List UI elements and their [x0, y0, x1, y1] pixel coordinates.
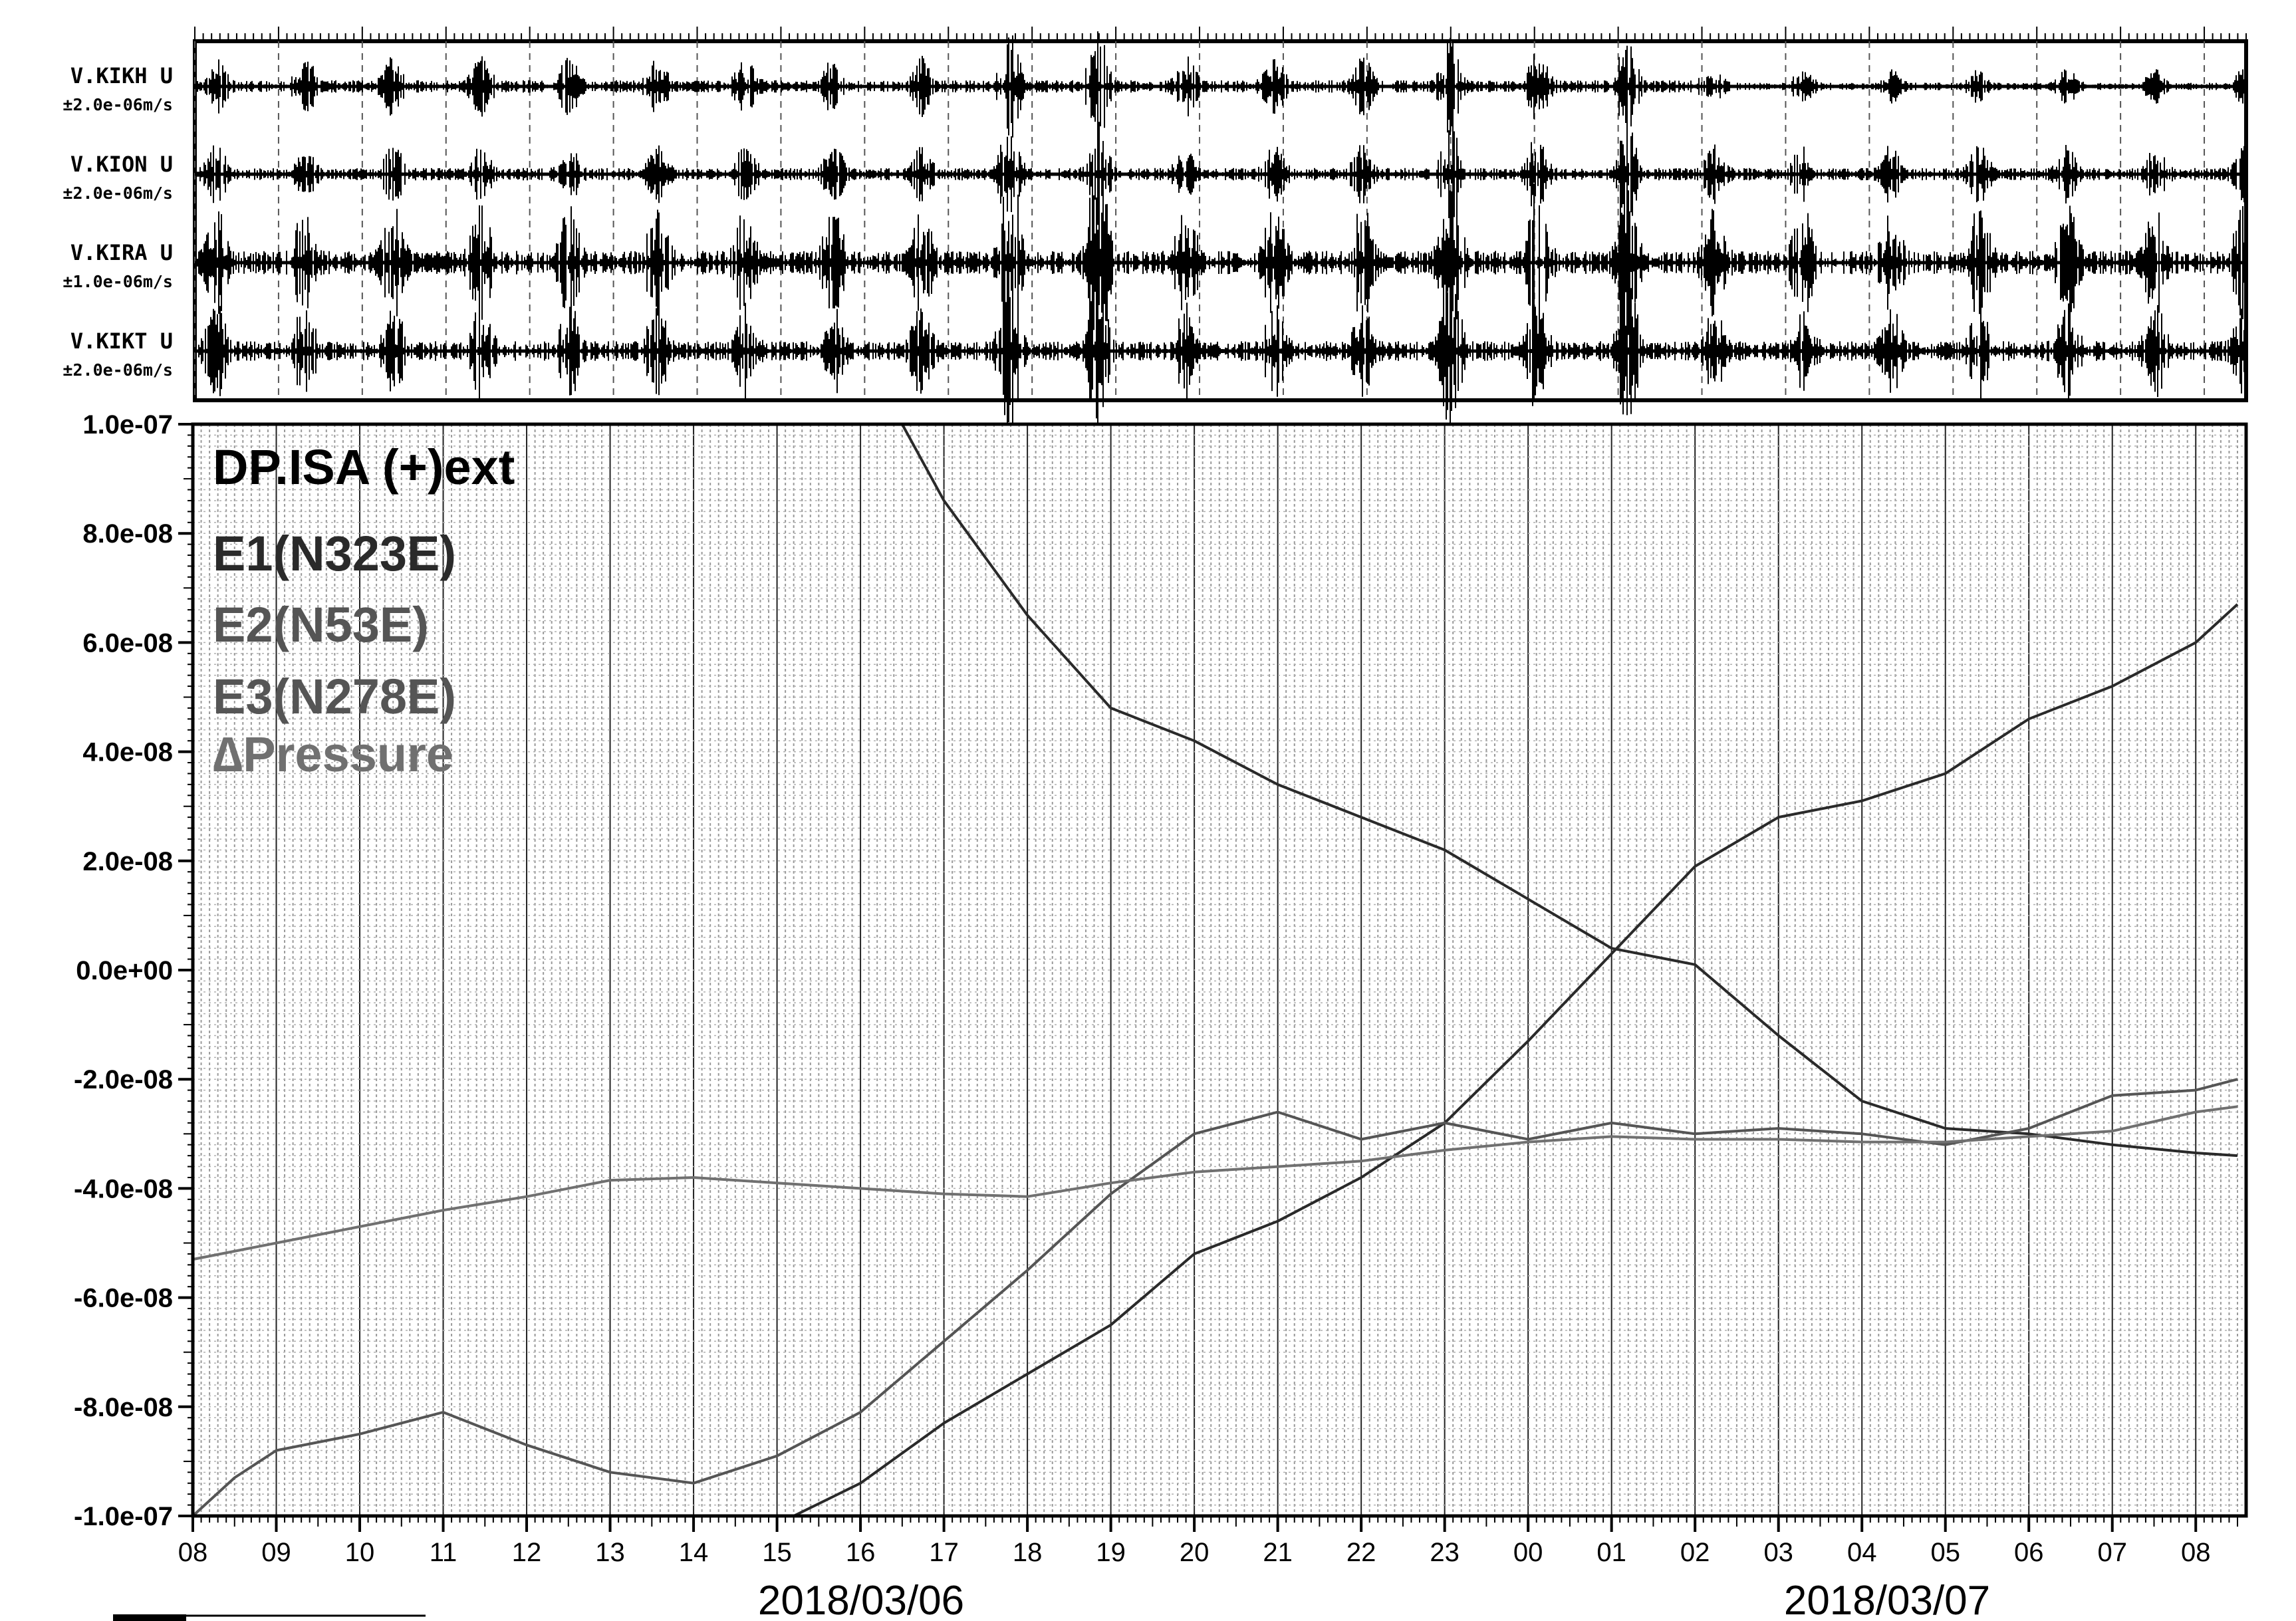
station-name-2: V.KION U — [70, 152, 173, 177]
station-scale-4: ±2.0e-06m/s — [63, 360, 173, 380]
x-tick-label: 16 — [846, 1538, 876, 1567]
x-tick-label: 15 — [762, 1538, 792, 1567]
y-tick-label: 0.0e+00 — [76, 956, 173, 985]
y-tick-label: 8.0e-08 — [82, 519, 173, 549]
x-tick-label: 01 — [1596, 1538, 1626, 1567]
seismic-traces — [195, 31, 2246, 436]
y-tick-label: -4.0e-08 — [74, 1174, 173, 1203]
legend-e2: E2(N53E) — [213, 597, 429, 652]
x-tick-label: 06 — [2014, 1538, 2044, 1567]
series-line-2 — [793, 603, 2239, 1516]
strain-series — [193, 424, 2239, 1516]
x-tick-label: 23 — [1430, 1538, 1460, 1567]
x-tick-label: 05 — [1930, 1538, 1960, 1567]
scale-bar-mark — [113, 1614, 186, 1621]
x-tick-label: 04 — [1847, 1538, 1877, 1567]
x-tick-label: 18 — [1013, 1538, 1043, 1567]
seismic-panel: V.KIKH U ±2.0e-06m/s V.KION U ±2.0e-06m/… — [63, 27, 2248, 436]
legend-e1: E1(N323E) — [213, 526, 456, 581]
x-tick-label: 14 — [679, 1538, 709, 1567]
station-name-3: V.KIRA U — [70, 240, 173, 265]
x-tick-label: 07 — [2097, 1538, 2127, 1567]
x-tick-label: 03 — [1763, 1538, 1793, 1567]
x-tick-label: 21 — [1263, 1538, 1293, 1567]
y-tick-label: 4.0e-08 — [82, 738, 173, 767]
legend-e3: E3(N278E) — [213, 669, 456, 724]
x-tick-label: 08 — [178, 1538, 208, 1567]
y-tick-label: 2.0e-08 — [82, 847, 173, 876]
y-axis-ticks: 1.0e-07 8.0e-08 6.0e-08 4.0e-08 2.0e-08 0.0e+… — [74, 410, 193, 1531]
x-tick-label: 22 — [1346, 1538, 1376, 1567]
x-tick-label: 09 — [261, 1538, 291, 1567]
strain-panel: 1.0e-07 8.0e-08 6.0e-08 4.0e-08 2.0e-08 0.0e+… — [74, 410, 2248, 1621]
x-tick-label: 10 — [345, 1538, 375, 1567]
seismic-top-ticks — [194, 27, 2247, 41]
y-tick-label: 6.0e-08 — [82, 628, 173, 658]
x-tick-label: 20 — [1180, 1538, 1210, 1567]
y-tick-label: -1.0e-07 — [74, 1502, 173, 1531]
y-tick-label: -2.0e-08 — [74, 1065, 173, 1094]
y-tick-label: -6.0e-08 — [74, 1284, 173, 1313]
station-scale-1: ±2.0e-06m/s — [63, 95, 173, 114]
station-scale-3: ±1.0e-06m/s — [63, 272, 173, 291]
x-tick-label: 13 — [595, 1538, 625, 1567]
x-tick-label: 19 — [1096, 1538, 1126, 1567]
strain-title: DP.ISA (+)ext — [213, 439, 515, 495]
y-tick-label: 1.0e-07 — [82, 410, 173, 439]
date-label-2: 2018/03/07 — [1784, 1578, 1990, 1621]
date-label-1: 2018/03/06 — [758, 1578, 964, 1621]
y-tick-label: -8.0e-08 — [74, 1393, 173, 1422]
strain-gridlines — [192, 424, 2246, 1516]
x-tick-label: 11 — [430, 1538, 457, 1567]
series-line-4 — [193, 1105, 2238, 1261]
station-scale-2: ±2.0e-06m/s — [63, 184, 173, 203]
legend-pressure: ∆Pressure — [213, 727, 453, 782]
station-name-1: V.KIKH U — [70, 63, 173, 88]
x-axis-ticks: 08 09 10 11 12 13 14 15 16 17 18 19 20 21 22 23 00 01 02 03… — [178, 1516, 2238, 1567]
station-name-4: V.KIKT U — [70, 328, 173, 354]
x-tick-label: 17 — [929, 1538, 959, 1567]
x-tick-label: 12 — [512, 1538, 542, 1567]
x-tick-label: 08 — [2181, 1538, 2211, 1567]
x-tick-label: 02 — [1680, 1538, 1710, 1567]
x-tick-label: 00 — [1513, 1538, 1543, 1567]
